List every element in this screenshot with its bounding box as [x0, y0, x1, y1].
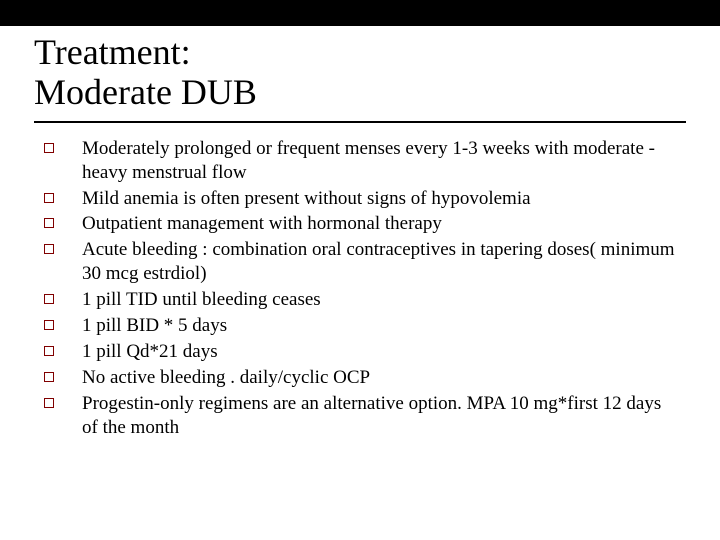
title-line-1: Treatment:	[34, 32, 686, 72]
list-item: 1 pill BID * 5 days	[44, 314, 676, 338]
list-item-text: Progestin-only regimens are an alternati…	[82, 392, 676, 440]
top-bar	[0, 0, 720, 26]
body: Moderately prolonged or frequent menses …	[0, 137, 720, 440]
list-item-text: No active bleeding . daily/cyclic OCP	[82, 366, 370, 390]
square-bullet-icon	[44, 398, 54, 408]
list-item: 1 pill Qd*21 days	[44, 340, 676, 364]
square-bullet-icon	[44, 193, 54, 203]
list-item: Mild anemia is often present without sig…	[44, 187, 676, 211]
list-item: Outpatient management with hormonal ther…	[44, 212, 676, 236]
list-item-text: Outpatient management with hormonal ther…	[82, 212, 442, 236]
title-rule	[34, 121, 686, 123]
title-line-2: Moderate DUB	[34, 72, 686, 112]
slide: Treatment: Moderate DUB Moderately prolo…	[0, 0, 720, 540]
list-item-text: Moderately prolonged or frequent menses …	[82, 137, 676, 185]
square-bullet-icon	[44, 320, 54, 330]
list-item: Moderately prolonged or frequent menses …	[44, 137, 676, 185]
square-bullet-icon	[44, 244, 54, 254]
list-item-text: Acute bleeding : combination oral contra…	[82, 238, 676, 286]
square-bullet-icon	[44, 218, 54, 228]
list-item: 1 pill TID until bleeding ceases	[44, 288, 676, 312]
square-bullet-icon	[44, 294, 54, 304]
list-item: No active bleeding . daily/cyclic OCP	[44, 366, 676, 390]
title-block: Treatment: Moderate DUB	[0, 26, 720, 117]
square-bullet-icon	[44, 143, 54, 153]
list-item: Acute bleeding : combination oral contra…	[44, 238, 676, 286]
list-item: Progestin-only regimens are an alternati…	[44, 392, 676, 440]
square-bullet-icon	[44, 372, 54, 382]
square-bullet-icon	[44, 346, 54, 356]
list-item-text: 1 pill TID until bleeding ceases	[82, 288, 321, 312]
list-item-text: Mild anemia is often present without sig…	[82, 187, 531, 211]
list-item-text: 1 pill Qd*21 days	[82, 340, 218, 364]
list-item-text: 1 pill BID * 5 days	[82, 314, 227, 338]
